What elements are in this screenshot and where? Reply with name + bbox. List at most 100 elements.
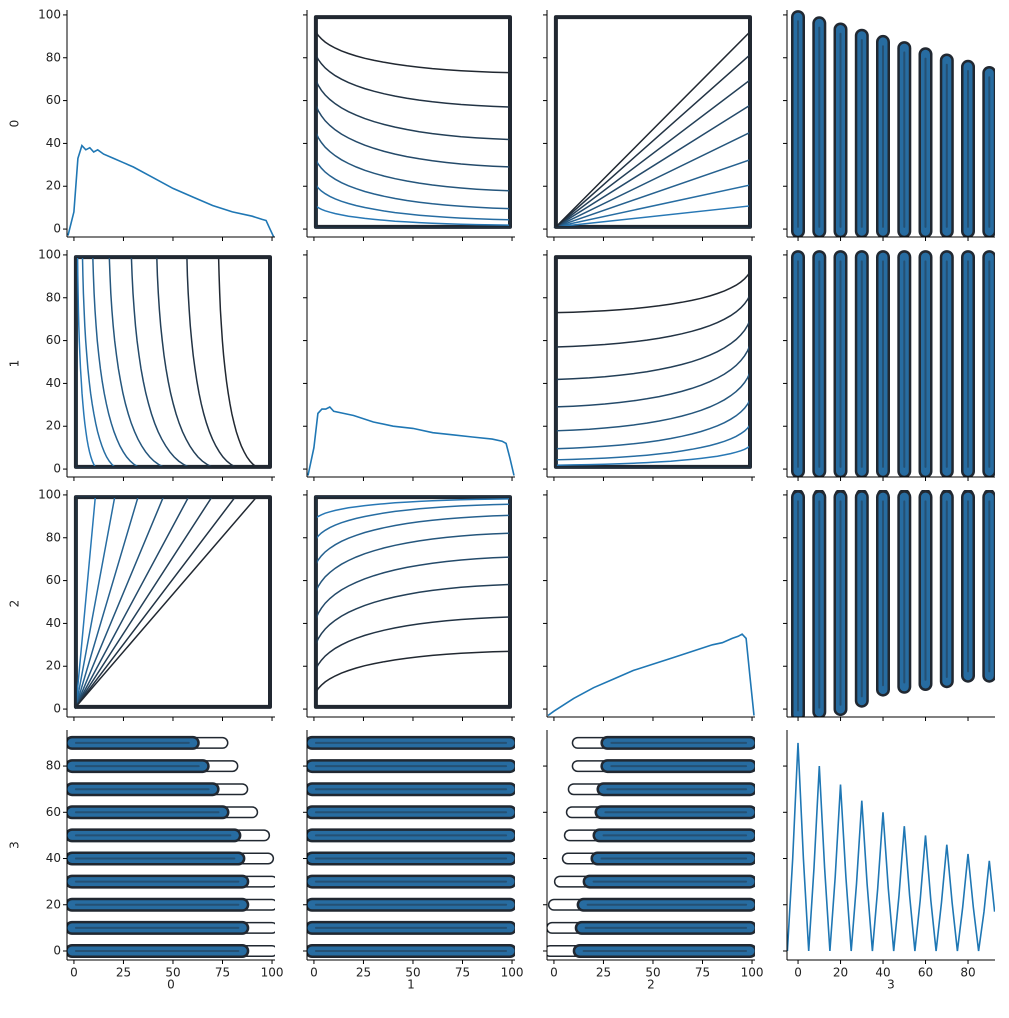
contour	[75, 256, 213, 468]
contour	[555, 399, 751, 468]
y-tick-label: 40	[46, 616, 61, 630]
kde-line	[547, 633, 755, 717]
contour	[75, 496, 237, 710]
panel	[791, 10, 995, 237]
panel	[547, 633, 755, 717]
x-axis-label: 2	[647, 978, 655, 992]
y-tick-label: 0	[53, 943, 61, 957]
contour	[75, 496, 259, 709]
contour	[315, 54, 511, 228]
contour	[315, 132, 511, 228]
panel	[547, 735, 755, 958]
contour	[75, 496, 165, 708]
contour	[555, 344, 751, 468]
kde-line	[67, 144, 275, 237]
y-tick-label: 60	[46, 573, 61, 587]
panel	[73, 255, 272, 469]
x-tick-label: 80	[960, 966, 975, 980]
contour	[555, 372, 751, 468]
contour	[75, 256, 238, 468]
y-axis-label: 3	[8, 841, 22, 849]
y-axis-label: 2	[8, 600, 22, 608]
contour	[75, 256, 164, 468]
y-axis-label: 1	[8, 360, 22, 368]
contour	[315, 496, 511, 520]
contour	[75, 256, 141, 468]
y-tick-label: 40	[46, 136, 61, 150]
x-tick-label: 75	[215, 966, 230, 980]
contour	[553, 15, 752, 229]
y-tick-label: 100	[38, 247, 61, 261]
y-tick-label: 100	[38, 487, 61, 501]
contour	[553, 78, 751, 228]
contour	[555, 184, 751, 228]
panel	[73, 495, 272, 710]
panel	[307, 406, 515, 476]
x-tick-label: 50	[165, 966, 180, 980]
contour	[75, 256, 259, 468]
contour	[555, 269, 751, 468]
panel	[67, 144, 275, 237]
y-tick-label: 20	[46, 419, 61, 433]
panel	[787, 742, 995, 952]
y-axis-label: 0	[8, 120, 22, 128]
contour	[75, 496, 214, 710]
y-tick-label: 60	[46, 805, 61, 819]
y-tick-label: 20	[46, 897, 61, 911]
contour	[315, 104, 511, 228]
contour	[315, 496, 511, 695]
contour	[555, 294, 751, 468]
contour	[315, 159, 511, 228]
y-tick-label: 80	[46, 530, 61, 544]
x-axis-label: 1	[407, 978, 415, 992]
y-tick-label: 0	[53, 702, 61, 716]
contour	[555, 422, 751, 468]
contour	[553, 53, 751, 228]
contour	[315, 29, 511, 228]
x-tick-label: 100	[501, 966, 524, 980]
panel	[67, 735, 275, 958]
contour	[75, 496, 116, 708]
contour	[315, 204, 511, 228]
y-tick-label: 100	[38, 7, 61, 21]
x-tick-label: 25	[116, 966, 131, 980]
contour	[73, 255, 272, 469]
contour	[75, 256, 189, 468]
x-tick-label: 25	[356, 966, 371, 980]
x-tick-label: 75	[695, 966, 710, 980]
x-tick-label: 0	[310, 966, 318, 980]
panel	[307, 735, 515, 958]
contour	[553, 255, 752, 469]
panel	[791, 490, 995, 717]
y-tick-label: 60	[46, 93, 61, 107]
x-tick-label: 40	[875, 966, 890, 980]
contour	[73, 495, 272, 709]
contour	[315, 496, 511, 645]
x-tick-label: 25	[596, 966, 611, 980]
contour	[313, 495, 512, 709]
contour	[313, 15, 512, 229]
y-tick-label: 80	[46, 50, 61, 64]
panel	[791, 250, 995, 477]
contour	[75, 256, 117, 468]
contour	[555, 131, 751, 228]
contour	[315, 79, 511, 228]
x-tick-label: 0	[550, 966, 558, 980]
y-tick-label: 0	[53, 222, 61, 236]
x-axis-label: 3	[887, 978, 895, 992]
contour	[555, 319, 751, 468]
kde-line	[307, 406, 515, 476]
kde-line	[787, 742, 995, 952]
y-tick-label: 20	[46, 659, 61, 673]
panel	[313, 15, 512, 229]
contour	[315, 496, 511, 542]
x-tick-label: 0	[794, 966, 802, 980]
contour	[315, 496, 511, 620]
panel	[313, 495, 512, 709]
y-tick-label: 60	[46, 333, 61, 347]
x-tick-label: 50	[645, 966, 660, 980]
y-tick-label: 20	[46, 179, 61, 193]
contour	[315, 496, 511, 565]
x-tick-label: 20	[833, 966, 848, 980]
